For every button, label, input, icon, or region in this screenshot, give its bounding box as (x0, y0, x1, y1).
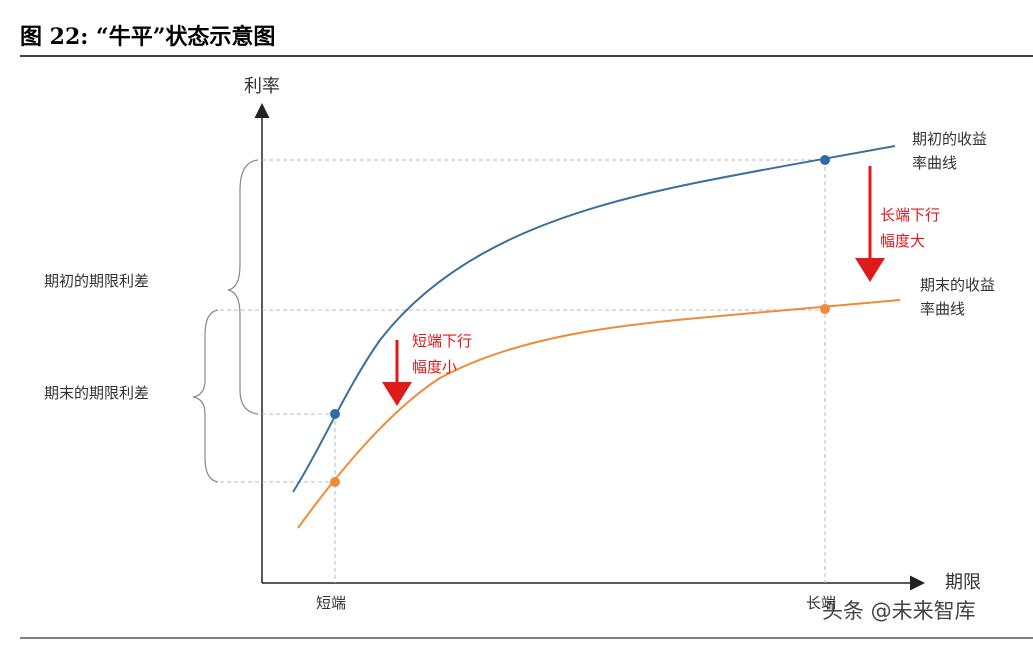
point (330, 409, 340, 419)
curve-label: 期初的收益 (912, 130, 987, 148)
point (330, 477, 340, 487)
spread-label: 期末的期限利差 (44, 384, 149, 402)
watermark: 头条 @未来智库 (822, 599, 976, 623)
spread-label: 期初的期限利差 (44, 272, 149, 290)
brace (192, 309, 219, 483)
title: 图 22: “牛平”状态示意图 (20, 24, 275, 50)
x-tick-label: 长端 (806, 594, 836, 612)
curve-label: 期末的收益 (920, 276, 995, 294)
brace (227, 159, 259, 415)
final-curve (297, 299, 901, 529)
curve-label: 率曲线 (920, 300, 965, 318)
initial-curve (292, 145, 896, 493)
annotation: 长端下行 (880, 206, 940, 224)
x-tick-label: 短端 (316, 594, 346, 612)
point (820, 155, 830, 165)
annotation: 幅度小 (412, 358, 457, 376)
guide-lines (220, 159, 826, 583)
annotation: 幅度大 (880, 232, 925, 250)
point (820, 304, 830, 314)
y-axis-label: 利率 (244, 76, 280, 97)
x-axis-label: 期限 (945, 572, 981, 593)
curve-label: 率曲线 (912, 154, 957, 172)
annotation: 短端下行 (412, 332, 472, 350)
